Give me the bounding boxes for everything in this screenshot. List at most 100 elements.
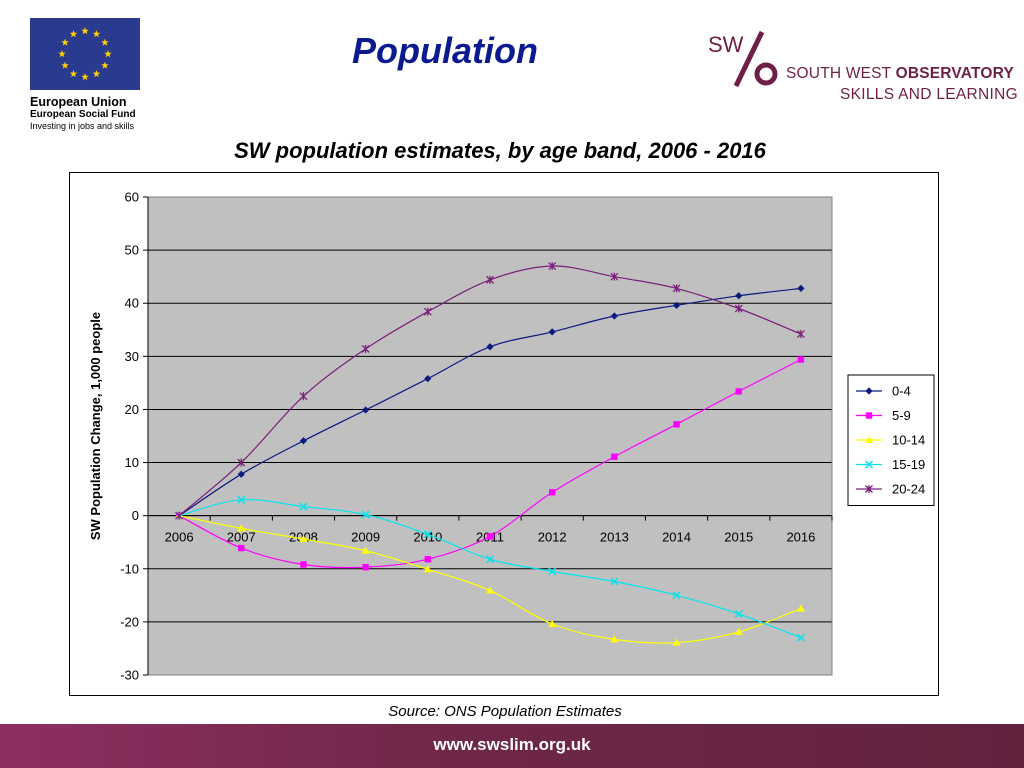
data-point	[299, 502, 308, 511]
y-tick-label: 10	[125, 455, 139, 470]
eu-star-icon	[92, 69, 101, 78]
legend-marker	[865, 412, 873, 419]
data-point	[796, 330, 805, 339]
y-tick-label: -20	[120, 614, 139, 629]
x-tick-label: 2014	[662, 530, 691, 545]
data-point	[299, 535, 308, 543]
legend-item: 0-4	[856, 384, 911, 399]
data-point	[237, 470, 245, 478]
data-point	[486, 275, 494, 284]
eu-tagline: Investing in jobs and skills	[30, 121, 135, 131]
legend-label: 0-4	[892, 384, 911, 399]
legend-label: 15-19	[892, 457, 925, 472]
footer-bar: www.swslim.org.uk	[0, 724, 1024, 768]
data-point	[485, 555, 495, 564]
eu-star-icon	[101, 38, 109, 46]
eu-star-icon	[81, 73, 89, 81]
data-point	[734, 627, 743, 635]
legend-item: 10-14	[856, 433, 925, 448]
data-point	[423, 565, 432, 573]
swo-name-bold: OBSERVATORY	[895, 65, 1015, 82]
data-point	[486, 533, 494, 540]
x-tick-label: 2006	[165, 530, 194, 545]
y-axis-label: SW Population Change, 1,000 people	[88, 312, 103, 540]
series-5-9	[175, 356, 805, 571]
eu-star-icon	[92, 30, 101, 38]
eu-star-icon	[61, 38, 69, 46]
data-point	[796, 604, 805, 612]
chart-title: SW population estimates, by age band, 20…	[234, 138, 766, 163]
eu-star-icon	[58, 50, 66, 58]
data-point	[610, 577, 619, 586]
data-point	[237, 458, 246, 467]
x-tick-label: 2012	[538, 530, 567, 545]
eu-star-icon	[69, 30, 78, 38]
data-point	[237, 495, 246, 504]
legend-marker	[865, 436, 873, 443]
data-point	[361, 510, 370, 519]
eu-fund-name: European Social Fund	[30, 109, 136, 120]
data-point	[299, 392, 308, 401]
data-point	[548, 489, 556, 496]
eu-logo: European Union European Social Fund Inve…	[30, 18, 142, 132]
x-tick-label: 2013	[600, 530, 629, 545]
eu-star-icon	[69, 69, 78, 78]
series-line	[178, 265, 802, 517]
y-tick-label: 40	[125, 296, 139, 311]
data-point	[672, 284, 681, 293]
data-point	[361, 344, 370, 353]
footer-url-link[interactable]: www.swslim.org.uk	[433, 735, 591, 754]
legend-label: 10-14	[892, 433, 925, 448]
eu-star-icon	[104, 50, 112, 58]
plot-area	[148, 197, 832, 675]
eu-name: European Union	[30, 95, 127, 109]
data-point	[238, 544, 245, 552]
data-point	[237, 524, 246, 532]
swo-subtitle: SKILLS AND LEARNING	[840, 86, 1018, 103]
y-tick-label: -10	[120, 561, 139, 576]
source-note: Source: ONS Population Estimates	[388, 703, 622, 720]
data-point	[735, 388, 742, 395]
x-tick-label: 2016	[786, 530, 815, 545]
data-point	[423, 530, 432, 539]
legend-item: 15-19	[856, 457, 925, 472]
x-tick-label: 2007	[227, 530, 256, 545]
data-point	[423, 307, 432, 316]
data-point	[300, 561, 307, 568]
eu-flag-icon	[30, 18, 140, 90]
x-tick-label: 2010	[413, 530, 442, 545]
data-point	[611, 453, 618, 460]
y-tick-label: -30	[120, 668, 139, 683]
y-tick-label: 60	[125, 190, 139, 205]
data-point	[610, 272, 619, 281]
page-title: Population	[352, 30, 538, 71]
eu-star-icon	[61, 61, 69, 69]
eu-star-icon	[81, 27, 89, 35]
data-point	[362, 563, 369, 571]
line-chart: 6050403020100-10-20-30200620072008200920…	[88, 190, 935, 683]
legend-item: 20-24	[856, 482, 925, 497]
chart-frame: 6050403020100-10-20-30200620072008200920…	[69, 172, 939, 696]
series-line	[178, 287, 801, 517]
data-point	[673, 421, 680, 428]
data-point	[424, 556, 432, 563]
data-point	[734, 609, 743, 618]
legend-item: 5-9	[856, 408, 911, 423]
data-point	[486, 586, 494, 594]
swo-monogram-text: SW	[708, 32, 744, 57]
legend-marker	[864, 460, 874, 469]
data-point	[610, 635, 619, 643]
swo-monogram-icon: SW	[708, 30, 778, 88]
data-point	[672, 301, 681, 309]
y-tick-label: 30	[125, 349, 139, 364]
legend-label: 5-9	[892, 408, 911, 423]
eu-star-icon	[101, 61, 109, 69]
data-point	[734, 304, 743, 313]
legend: 0-4 5-9 10-14 15-19 20-24	[847, 374, 935, 506]
swo-name-regular: SOUTH WEST	[786, 65, 896, 82]
x-tick-label: 2015	[724, 530, 753, 545]
x-tick-label: 2009	[351, 530, 380, 545]
data-point	[548, 567, 557, 576]
swo-logo: SW SOUTH WEST OBSERVATORY SKILLS AND LEA…	[706, 30, 1018, 110]
data-point	[548, 620, 557, 628]
